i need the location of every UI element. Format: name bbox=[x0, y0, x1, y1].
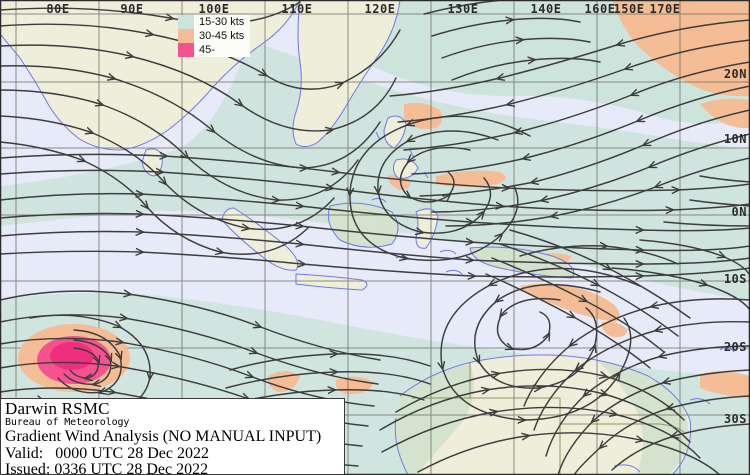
tropical-cyclone-shading bbox=[18, 324, 130, 392]
legend-swatch-30-45 bbox=[178, 29, 194, 43]
legend-label: 45- bbox=[199, 44, 215, 56]
issuer-title: Darwin RSMC bbox=[5, 399, 110, 418]
legend-label: 15-30 kts bbox=[199, 16, 245, 28]
product-title: Gradient Wind Analysis (NO MANUAL INPUT) bbox=[5, 428, 322, 445]
issued-time: Issued: 0336 UTC 28 Dec 2022 bbox=[5, 461, 209, 475]
valid-time: Valid: 0000 UTC 28 Dec 2022 bbox=[5, 444, 209, 462]
legend-item: 45- bbox=[178, 43, 250, 57]
legend-label: 30-45 kts bbox=[199, 30, 245, 42]
wind-speed-legend: 15-30 kts 30-45 kts 45- bbox=[178, 15, 250, 57]
land-tasmania bbox=[612, 464, 640, 475]
legend-item: 15-30 kts bbox=[178, 15, 250, 29]
agency-subtitle: Bureau of Meteorology bbox=[5, 417, 130, 428]
product-info-panel: Darwin RSMC Bureau of Meteorology Gradie… bbox=[0, 398, 345, 475]
legend-swatch-45 bbox=[178, 43, 194, 57]
legend-swatch-15-30 bbox=[178, 15, 194, 29]
legend-item: 30-45 kts bbox=[178, 29, 250, 43]
